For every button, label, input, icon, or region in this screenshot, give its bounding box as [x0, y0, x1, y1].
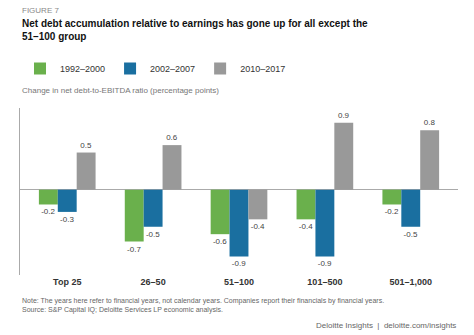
- svg-text:2010–2017: 2010–2017: [240, 64, 285, 74]
- svg-text:0.5: 0.5: [80, 141, 92, 150]
- svg-text:-0.7: -0.7: [127, 245, 141, 254]
- svg-text:-0.2: -0.2: [41, 207, 55, 216]
- svg-text:501–1,000: 501–1,000: [389, 277, 432, 287]
- svg-text:Change in net debt-to-EBITDA r: Change in net debt-to-EBITDA ratio (perc…: [22, 86, 219, 95]
- svg-text:2002–2007: 2002–2007: [150, 64, 195, 74]
- svg-text:51–100: 51–100: [224, 277, 254, 287]
- svg-text:-0.5: -0.5: [404, 230, 418, 239]
- svg-text:-0.9: -0.9: [318, 259, 332, 268]
- svg-text:Net debt accumulation relative: Net debt accumulation relative to earnin…: [22, 18, 368, 42]
- svg-text:-0.6: -0.6: [213, 237, 227, 246]
- svg-text:101–500: 101–500: [307, 277, 342, 287]
- svg-text:0.9: 0.9: [338, 111, 350, 120]
- svg-text:0.6: 0.6: [166, 133, 178, 142]
- svg-text:Deloitte Insights | deloitte: Deloitte Insights | deloitte.com/insight…: [316, 321, 456, 330]
- svg-text:-0.9: -0.9: [232, 259, 246, 268]
- svg-text:Top 25: Top 25: [53, 277, 81, 287]
- svg-text:Note: The years here refer to: Note: The years here refer to financial …: [22, 297, 384, 314]
- svg-text:0.8: 0.8: [424, 118, 436, 127]
- svg-text:-0.4: -0.4: [299, 222, 313, 231]
- svg-text:-0.4: -0.4: [251, 222, 265, 231]
- svg-text:-0.5: -0.5: [146, 230, 160, 239]
- svg-text:FIGURE 7: FIGURE 7: [22, 6, 59, 15]
- svg-text:1992–2000: 1992–2000: [60, 64, 105, 74]
- svg-text:-0.3: -0.3: [60, 215, 74, 224]
- svg-text:26–50: 26–50: [141, 277, 166, 287]
- svg-text:-0.2: -0.2: [385, 207, 399, 216]
